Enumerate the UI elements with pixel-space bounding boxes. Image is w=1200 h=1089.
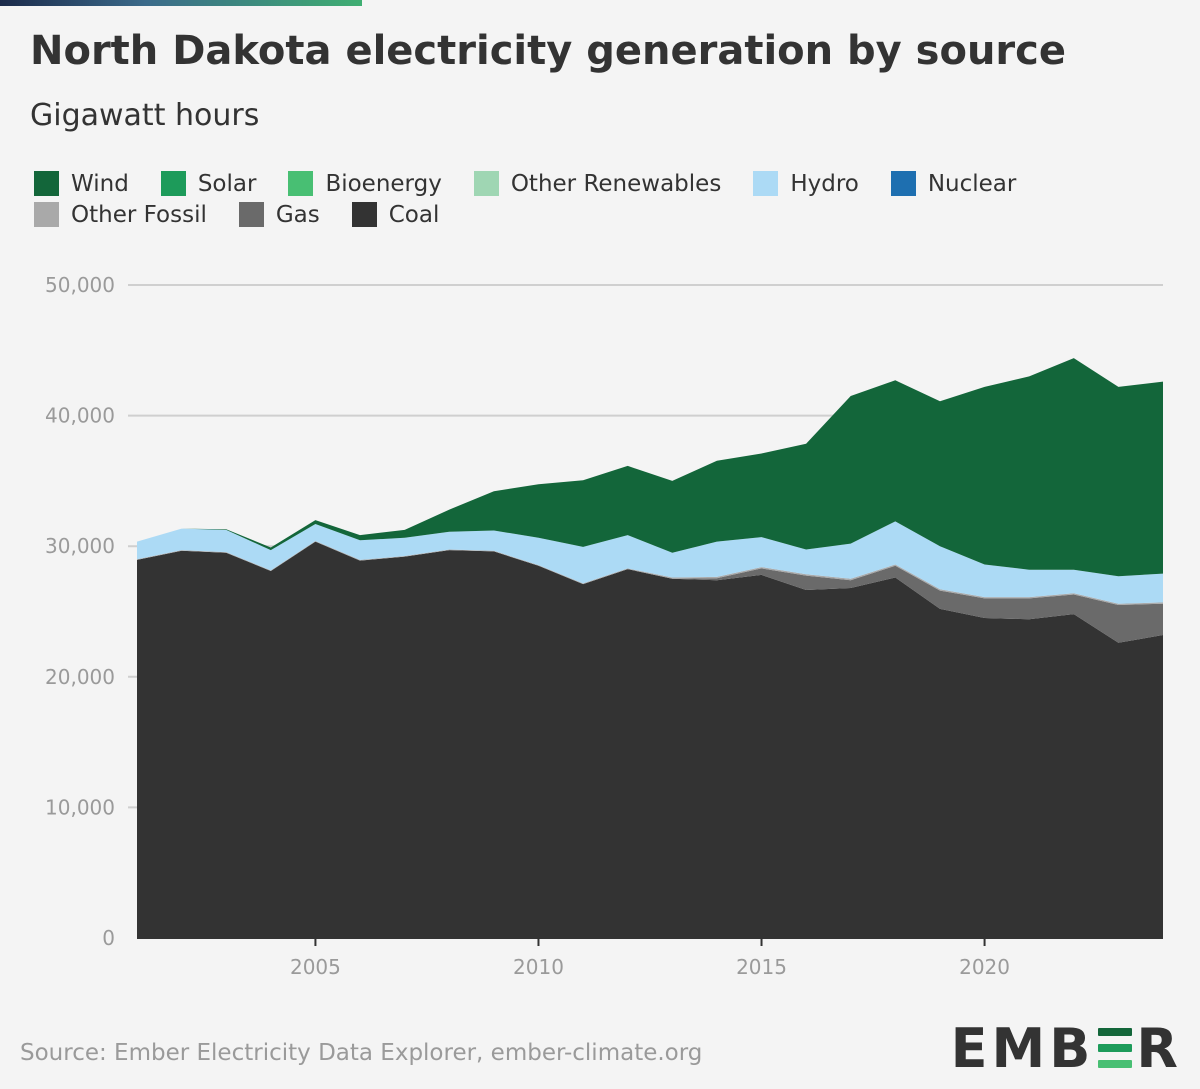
source-note: Source: Ember Electricity Data Explorer,… [20,1040,703,1066]
x-tick-label: 2005 [290,955,341,979]
legend-item-coal: Coal [351,201,440,228]
logo-text-b: B [1049,1016,1095,1080]
legend-label: Coal [388,201,440,228]
legend-swatch [238,202,264,227]
chart-subtitle: Gigawatt hours [30,98,260,133]
y-tick-label: 30,000 [45,534,115,558]
legend-swatch [34,171,59,196]
legend-item-wind: Wind [34,171,129,197]
area-other-fossil [137,541,1163,605]
y-tick-label: 0 [102,926,115,950]
legend-label: Wind [71,170,129,197]
top-accent-bar [0,0,362,6]
chart-title: North Dakota electricity generation by s… [30,28,1066,74]
legend-item-hydro: Hydro [753,171,859,197]
legend-label: Other Fossil [71,201,207,228]
legend-swatch [351,202,377,227]
area-wind [137,358,1163,577]
x-tick-label: 2015 [736,955,787,979]
logo-text-em: EM [950,1016,1050,1080]
logo-text-r: R [1136,1016,1182,1080]
y-tick-label: 50,000 [45,273,115,297]
legend-label: Bioenergy [325,170,442,197]
y-tick-label: 40,000 [45,404,115,428]
legend-swatch [473,171,499,196]
legend-swatch [288,171,314,196]
legend-item-other-fossil: Other Fossil [34,202,207,228]
legend-label: Gas [275,201,320,228]
x-tick-label: 2010 [513,955,564,979]
legend-label: Other Renewables [510,170,722,197]
y-tick-label: 10,000 [45,795,115,819]
legend-label: Hydro [790,170,859,197]
legend-row: Other Fossil Gas Coal [34,199,1174,230]
legend-label: Solar [197,170,257,197]
legend-item-nuclear: Nuclear [890,170,1017,197]
legend-item-other-renewables: Other Renewables [473,170,722,197]
legend: Wind Solar Bioenergy Other Renewables Hy… [34,168,1174,230]
legend-item-gas: Gas [238,201,320,228]
legend-swatch [34,202,59,227]
ember-logo: EM B R [951,1017,1182,1080]
x-tick-label: 2020 [959,955,1010,979]
legend-item-solar: Solar [160,170,257,197]
legend-item-bioenergy: Bioenergy [288,170,442,197]
area-coal [137,541,1163,938]
y-tick-label: 20,000 [45,665,115,689]
legend-swatch [890,171,916,196]
legend-swatch [753,171,779,196]
legend-label: Nuclear [927,170,1017,197]
legend-swatch [160,171,186,196]
area-hydro [137,521,1163,604]
legend-row: Wind Solar Bioenergy Other Renewables Hy… [34,168,1174,199]
logo-stripe-e-icon [1098,1028,1133,1068]
